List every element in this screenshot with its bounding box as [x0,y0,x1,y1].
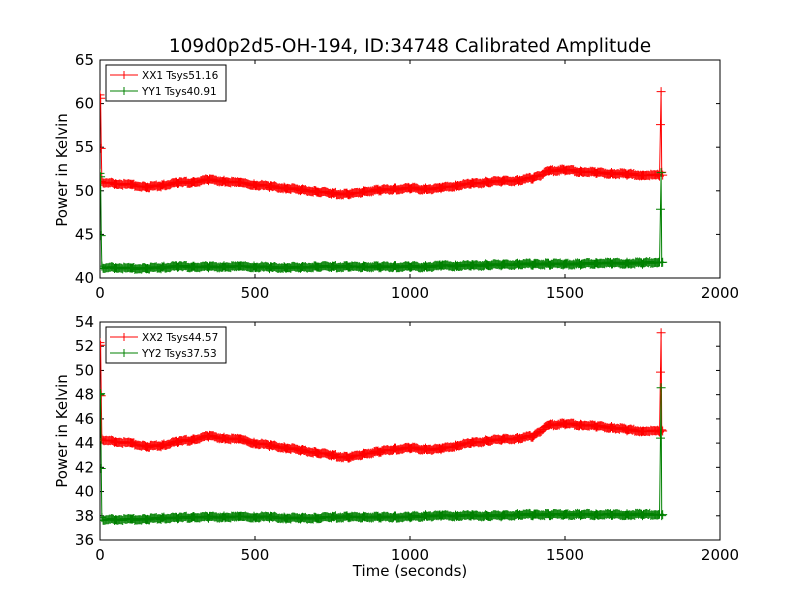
data-point [657,511,667,521]
x-tick-label: 500 [241,284,270,302]
x-tick-label: 1000 [391,546,429,564]
top-panel: 0 500 1000 1500 2000 40 45 50 55 60 65 XX1 Tsys51.1… [75,51,739,302]
data-point [100,390,105,400]
data-point [656,204,665,214]
legend-label: XX1 Tsys51.16 [142,70,219,82]
legend: XX2 Tsys44.57 YY2 Tsys37.53 [105,326,227,364]
data-point [100,389,106,399]
data-point [100,90,105,100]
y-tick-label: 40 [75,269,94,287]
y-tick-label: 48 [75,386,94,404]
data-point [656,120,665,130]
x-tick-label: 0 [95,546,105,564]
data-point [100,231,106,241]
data-point [656,433,665,443]
y-tick-label: 54 [75,313,94,331]
data-point [100,464,106,473]
data-point [100,340,106,350]
x-tick-label: 500 [241,546,270,564]
chart-title: 109d0p2d5-OH-194, ID:34748 Calibrated Am… [169,36,651,57]
legend: XX1 Tsys51.16 YY1 Tsys40.91 [105,64,227,102]
legend-label: YY1 Tsys40.91 [141,86,217,98]
data-point [100,338,105,348]
legend-label: YY2 Tsys37.53 [141,348,217,360]
y-tick-label: 45 [75,225,94,243]
x-tick-label: 2000 [701,284,739,302]
data-point [658,257,668,267]
y-tick-label: 65 [75,51,94,69]
data-point [656,87,666,97]
y-tick-label: 50 [75,182,94,200]
y-tick-label: 55 [75,138,94,156]
bottom-panel: 0 500 1000 1500 2000 36 38 40 42 44 46 48 50 52 54 XX2 … [75,313,739,564]
data-point [100,93,106,103]
x-tick-label: 0 [95,284,105,302]
legend-marker [120,333,128,341]
data-point [100,143,106,153]
x-tick-label: 1000 [391,284,429,302]
y-tick-label: 38 [75,507,94,525]
data-point [656,168,666,178]
x-tick-label: 2000 [701,546,739,564]
legend-label: XX2 Tsys44.57 [142,332,218,344]
data-point [658,426,668,436]
data-point [100,391,106,401]
legend-box [105,326,227,364]
series-markers [100,328,668,463]
x-tick-label: 1500 [546,284,584,302]
top-ylabel: Power in Kelvin [53,113,71,227]
data-point [656,328,666,338]
legend-marker [120,87,128,95]
data-point [656,367,665,377]
legend-marker [120,349,128,357]
y-tick-label: 36 [75,531,94,549]
legend-marker [120,71,128,79]
legend-box [105,64,227,102]
series-markers [100,168,668,274]
x-tick-label: 1500 [546,546,584,564]
y-tick-label: 50 [75,361,94,379]
series-markers [100,383,668,525]
y-tick-label: 44 [75,434,94,452]
y-tick-label: 40 [75,483,94,501]
bottom-ylabel: Power in Kelvin [53,374,71,488]
y-tick-label: 52 [75,337,94,355]
y-tick-label: 60 [75,95,94,113]
xlabel: Time (seconds) [352,562,468,580]
data-point [656,383,666,393]
data-point [100,172,106,182]
data-point [658,510,668,520]
data-point [100,168,105,178]
y-tick-label: 46 [75,410,94,428]
y-tick-label: 42 [75,458,94,476]
series-markers [100,87,668,200]
